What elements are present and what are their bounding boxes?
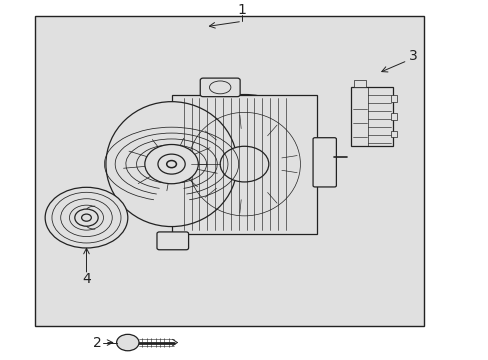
Ellipse shape (144, 144, 198, 184)
Ellipse shape (75, 209, 98, 226)
Bar (390, 113, 396, 120)
Bar (353, 80, 366, 87)
Ellipse shape (106, 102, 237, 226)
Ellipse shape (209, 81, 230, 94)
Text: 3: 3 (408, 49, 417, 63)
Bar (390, 131, 396, 138)
Ellipse shape (45, 187, 127, 248)
Ellipse shape (169, 95, 319, 234)
Text: 2: 2 (93, 336, 102, 350)
Ellipse shape (220, 146, 268, 182)
Bar (351, 87, 392, 146)
Text: 1: 1 (237, 3, 246, 17)
Bar (35, 16, 424, 327)
FancyBboxPatch shape (312, 138, 336, 187)
Ellipse shape (166, 161, 176, 168)
FancyBboxPatch shape (157, 232, 188, 250)
FancyBboxPatch shape (200, 78, 240, 97)
Ellipse shape (158, 154, 185, 174)
Text: 4: 4 (82, 273, 91, 287)
Ellipse shape (81, 214, 91, 221)
Ellipse shape (116, 334, 139, 351)
Bar (390, 95, 396, 102)
Bar (171, 95, 317, 234)
Polygon shape (120, 336, 135, 350)
